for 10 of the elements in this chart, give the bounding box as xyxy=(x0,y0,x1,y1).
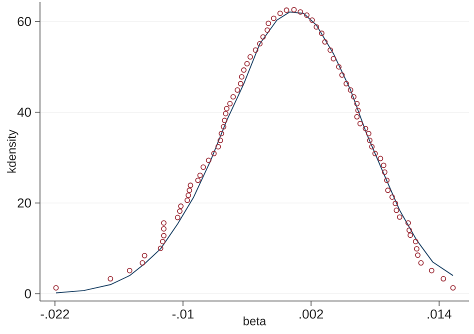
x-tick-label: -.022 xyxy=(40,310,70,319)
y-tick-label: 20 xyxy=(18,198,31,208)
y-tick-label: 40 xyxy=(17,108,31,117)
x-tick-label: -.01 xyxy=(172,310,194,319)
y-axis-title: kdensity xyxy=(7,130,18,173)
y-tick-label: 60 xyxy=(18,16,31,26)
y-tick-label: 0 xyxy=(24,289,31,298)
x-axis-title: beta xyxy=(244,316,266,326)
x-tick-label: .002 xyxy=(300,310,324,319)
x-tick-label: .014 xyxy=(428,310,452,319)
